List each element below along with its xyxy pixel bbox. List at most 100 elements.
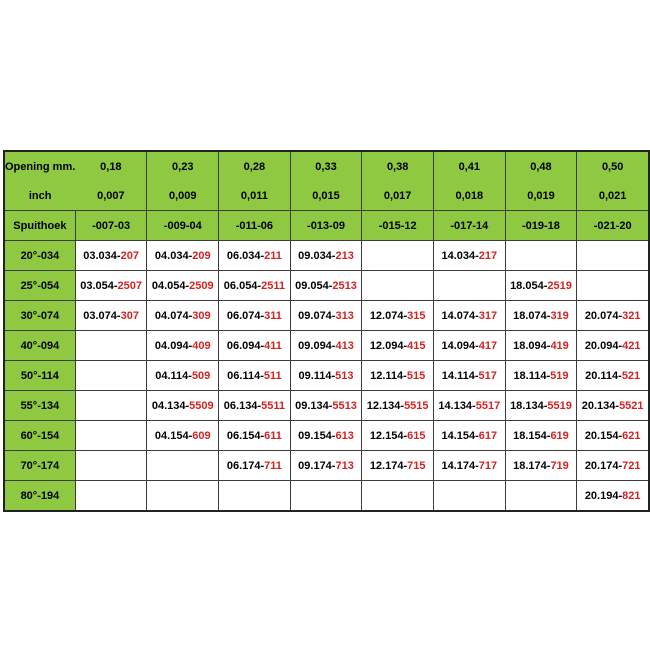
data-cell: 09.074-313: [289, 300, 363, 331]
data-cell: [74, 420, 148, 451]
part-number-black: 12.174-: [369, 459, 408, 472]
part-number-black: 20.114-: [585, 369, 622, 382]
part-number-red: 515: [406, 369, 426, 382]
data-cell: [74, 330, 148, 361]
part-number-black: 04.154-: [154, 429, 193, 442]
part-number-black: 04.134-: [151, 399, 190, 412]
part-number-black: 14.094-: [441, 339, 479, 352]
data-cell: [146, 450, 220, 481]
data-cell: 03.034-207: [74, 240, 148, 271]
header-cell: 0,018: [432, 181, 506, 211]
header-row: inch 0,007 0,009 0,011 0,015 0,017 0,018 0,019 0…: [3, 181, 650, 211]
part-number-red: 2519: [547, 279, 572, 292]
part-number-red: 417: [478, 339, 498, 352]
part-number-black: 06.094-: [226, 339, 265, 352]
part-number-red: 209: [192, 249, 211, 262]
row-label: 60°-154: [3, 420, 76, 451]
header-label: Opening mm.: [3, 150, 76, 181]
part-number-red: 311: [264, 309, 282, 322]
part-number-red: 2507: [117, 279, 142, 292]
table-row: 55°-134 04.134-5509 06.134-5511 09.134-5513…: [3, 390, 650, 421]
data-cell: 03.054-2507: [74, 270, 148, 301]
part-number-black: 04.114-: [155, 369, 192, 382]
table-row: 25°-054 03.054-2507 04.054-2509 06.054-2511…: [3, 270, 650, 301]
part-number-red: 411: [264, 339, 282, 352]
part-number-red: 421: [622, 339, 641, 352]
header-cell: -013-09: [289, 210, 363, 241]
data-cell: 18.054-2519: [504, 270, 578, 301]
data-cell: [74, 450, 148, 481]
header-cell: 0,019: [504, 181, 578, 211]
data-cell: 04.054-2509: [146, 270, 220, 301]
part-number-black: 09.114-: [298, 369, 336, 382]
header-cell: -015-12: [361, 210, 434, 241]
part-number-black: 12.074-: [369, 309, 408, 322]
part-number-red: 619: [550, 429, 569, 442]
data-cell: [432, 270, 506, 301]
data-cell: 14.094-417: [432, 330, 506, 361]
part-number-red: 5515: [404, 399, 429, 412]
header-cell: 0,015: [289, 181, 363, 211]
part-number-black: 14.154-: [441, 429, 479, 442]
data-cell: 04.154-609: [146, 420, 220, 451]
table-row: 80°-194 20.194-821: [3, 480, 650, 512]
row-label: 40°-094: [3, 330, 76, 361]
part-number-black: 06.174-: [226, 459, 265, 472]
part-number-red: 5517: [475, 399, 501, 412]
header-cell: -007-03: [74, 210, 148, 241]
part-number-black: 04.094-: [154, 339, 193, 352]
part-number-black: 06.074-: [226, 309, 265, 322]
data-cell: [361, 270, 434, 301]
data-cell: 04.134-5509: [146, 390, 220, 421]
data-cell: 20.174-721: [576, 450, 650, 481]
part-number-red: 621: [622, 429, 641, 442]
part-number-red: 519: [550, 369, 569, 382]
part-number-red: 609: [192, 429, 211, 442]
data-cell: 06.134-5511: [218, 390, 291, 421]
data-cell: 18.134-5519: [504, 390, 578, 421]
table-row: 60°-154 04.154-609 06.154-611 09.154-613 12.…: [3, 420, 650, 451]
data-cell: 09.054-2513: [289, 270, 363, 301]
table-row: 20°-034 03.034-207 04.034-209 06.034-211 09.…: [3, 240, 650, 271]
part-number-red: 309: [192, 309, 211, 322]
part-number-black: 20.154-: [584, 429, 623, 442]
part-number-red: 717: [478, 459, 498, 472]
data-cell: 20.074-321: [576, 300, 650, 331]
part-number-black: 04.074-: [154, 309, 193, 322]
part-number-black: 14.174-: [441, 459, 479, 472]
data-cell: 18.114-519: [504, 360, 578, 391]
part-number-red: 413: [335, 339, 354, 352]
data-cell: 18.154-619: [504, 420, 578, 451]
part-number-red: 715: [407, 459, 426, 472]
data-cell: 04.094-409: [146, 330, 220, 361]
row-label: 50°-114: [3, 360, 76, 391]
part-number-red: 513: [335, 369, 354, 382]
row-label: 55°-134: [3, 390, 76, 421]
data-cell: [74, 390, 148, 421]
part-number-red: 317: [478, 309, 498, 322]
part-number-black: 09.034-: [298, 249, 336, 262]
data-cell: 06.034-211: [218, 240, 291, 271]
data-cell: 14.074-317: [432, 300, 506, 331]
data-cell: 20.154-621: [576, 420, 650, 451]
part-number-red: 5513: [332, 399, 357, 412]
table-row: 70°-174 06.174-711 09.174-713 12.174-715 14.…: [3, 450, 650, 481]
data-cell: 09.034-213: [289, 240, 363, 271]
header-cell: 0,18: [75, 150, 148, 181]
part-number-red: 419: [550, 339, 569, 352]
part-number-black: 14.114-: [441, 369, 479, 382]
header-label: Spuithoek: [3, 210, 76, 241]
data-cell: [289, 480, 363, 512]
header-cell: 0,017: [361, 181, 434, 211]
part-number-red: 217: [478, 249, 498, 262]
data-cell: 09.094-413: [289, 330, 363, 361]
part-number-black: 18.074-: [513, 309, 551, 322]
header-row: Opening mm. 0,18 0,23 0,28 0,33 0,38 0,41 0,48 0…: [3, 150, 650, 181]
part-number-black: 06.034-: [226, 249, 265, 262]
part-number-red: 721: [622, 459, 641, 472]
data-cell: 04.034-209: [146, 240, 220, 271]
part-number-black: 18.054-: [510, 279, 548, 292]
data-cell: 09.114-513: [289, 360, 363, 391]
part-number-red: 509: [191, 369, 211, 382]
